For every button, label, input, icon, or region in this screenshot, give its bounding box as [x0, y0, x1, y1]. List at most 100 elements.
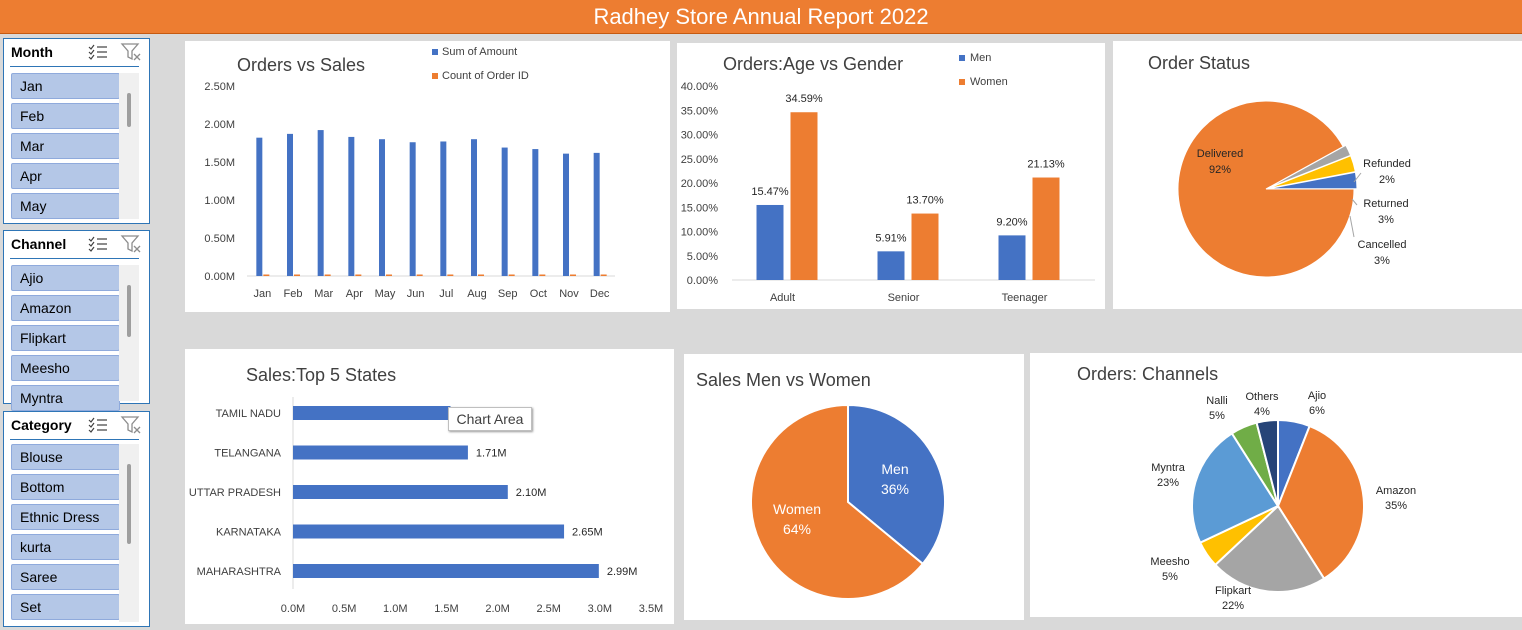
sales-bar — [471, 139, 477, 276]
slicer-item[interactable]: Mar — [11, 133, 120, 159]
check-mark — [88, 417, 95, 423]
check-mark — [88, 49, 95, 55]
x-tick-label: Jun — [407, 288, 425, 300]
x-tick-label: 0.5M — [332, 603, 356, 615]
slicer-item[interactable]: Meesho — [11, 355, 120, 381]
y-tick-label: 10.00% — [681, 227, 719, 239]
slice-label: Cancelled — [1358, 239, 1407, 251]
slicer-item[interactable]: Ethnic Dress — [11, 504, 120, 530]
state-bar — [293, 564, 599, 578]
slice-percent: 35% — [1385, 500, 1407, 512]
leader-line — [1351, 198, 1358, 206]
slicer-item[interactable]: Feb — [11, 103, 120, 129]
slicer-title: Category — [11, 417, 72, 433]
sales-bar — [563, 153, 569, 276]
clear-filter-icon[interactable] — [120, 42, 142, 62]
women-bar — [790, 112, 818, 281]
slice-label: Amazon — [1376, 485, 1416, 497]
slice-percent: 6% — [1309, 405, 1325, 417]
multi-select-icon[interactable] — [88, 235, 108, 253]
x-stroke — [133, 53, 141, 61]
month-slicer: Month Jan Feb Mar Apr May — [3, 38, 150, 224]
slice-label: Women — [773, 501, 821, 517]
slicer-item[interactable]: Ajio — [11, 265, 120, 291]
slicer-item[interactable]: Flipkart — [11, 325, 120, 351]
chart-area-tooltip: Chart Area — [448, 407, 532, 431]
x-stroke — [133, 245, 141, 253]
orders-bar — [508, 274, 515, 276]
slice-label: Returned — [1363, 198, 1408, 210]
x-tick-label: 2.5M — [536, 603, 560, 615]
slicer-scrollbar[interactable] — [119, 265, 139, 401]
scrollbar-thumb — [127, 93, 131, 127]
sales-gender-panel[interactable]: Sales Men vs Women Men 36% Women 64% — [684, 354, 1024, 620]
multi-select-icon[interactable] — [88, 43, 108, 61]
slice-label: Refunded — [1363, 158, 1411, 170]
pie-slice-cancelled — [1268, 171, 1358, 190]
category-label: KARNATAKA — [216, 527, 282, 539]
order-status-panel[interactable]: Order Status Delivered 92% Refunded 2% Return… — [1113, 41, 1522, 309]
x-stroke — [133, 426, 141, 434]
x-tick-label: Sep — [498, 288, 518, 300]
slice-percent: 3% — [1378, 214, 1394, 226]
slicer-item[interactable]: Jan — [11, 73, 120, 99]
data-label: 5.91% — [875, 232, 906, 244]
x-tick-label: 3.0M — [588, 603, 612, 615]
slicer-scrollbar[interactable] — [119, 444, 139, 622]
check-mark — [88, 422, 95, 428]
orders-vs-sales-panel[interactable]: Orders vs Sales Sum of Amount Count of Ord… — [185, 41, 670, 312]
data-label: 2.10M — [516, 487, 547, 499]
data-label: 13.70% — [906, 195, 944, 207]
scrollbar-thumb — [127, 285, 131, 337]
y-tick-label: 40.00% — [681, 81, 719, 93]
data-label: 9.20% — [996, 216, 1027, 228]
channels-panel[interactable]: Orders: Channels Ajio 6% Amazon 35% Flipkart 2… — [1030, 353, 1522, 617]
sales-bar — [440, 141, 447, 276]
slicer-item[interactable]: Bottom — [11, 474, 120, 500]
check-mark — [88, 427, 95, 433]
y-tick-label: 0.00% — [687, 275, 718, 287]
x-tick-label: Mar — [314, 288, 333, 300]
age-gender-panel[interactable]: Orders:Age vs Gender Men Women 0.00% 5.00% 10… — [677, 43, 1105, 309]
category-label: TELANGANA — [214, 448, 281, 460]
slicer-divider — [10, 439, 139, 440]
slicer-header: Channel — [4, 231, 149, 257]
legend-label: Sum of Amount — [442, 46, 517, 58]
x-tick-label: 1.0M — [383, 603, 407, 615]
state-bar — [293, 485, 508, 499]
slicer-divider — [10, 66, 139, 67]
sales-bar — [409, 142, 416, 276]
top-states-panel[interactable]: Sales:Top 5 States TAMIL NADU TELANGANA 1.7… — [185, 349, 674, 624]
slice-percent: 3% — [1374, 255, 1390, 267]
y-tick-label: 20.00% — [681, 178, 719, 190]
pie-slice-amazon — [1276, 424, 1365, 580]
multi-select-icon[interactable] — [88, 416, 108, 434]
pie-slice-flipkart — [1213, 504, 1326, 593]
clear-filter-icon[interactable] — [120, 234, 142, 254]
slicer-item[interactable]: May — [11, 193, 120, 219]
slicer-item[interactable]: Blouse — [11, 444, 120, 470]
slice-label: Men — [881, 461, 908, 477]
slicer-item[interactable]: kurta — [11, 534, 120, 560]
slicer-item[interactable]: Myntra — [11, 385, 120, 411]
x-tick-label: May — [375, 288, 396, 300]
funnel-shape — [120, 416, 140, 434]
slicer-item[interactable]: Amazon — [11, 295, 120, 321]
slicer-scrollbar[interactable] — [119, 73, 139, 219]
y-tick-label: 2.50M — [204, 81, 235, 93]
women-bar — [911, 213, 939, 280]
slicer-header: Category — [4, 412, 149, 438]
check-mark — [88, 44, 95, 50]
slicer-item[interactable]: Apr — [11, 163, 120, 189]
slice-percent: 5% — [1162, 571, 1178, 583]
pie-slice-returned — [1268, 155, 1356, 189]
slicer-item[interactable]: Set — [11, 594, 120, 620]
orders-bar — [600, 274, 607, 276]
data-label: 2.99M — [607, 566, 638, 578]
clear-filter-icon[interactable] — [120, 415, 142, 435]
slicer-title: Channel — [11, 236, 67, 252]
slicer-item[interactable]: Saree — [11, 564, 120, 590]
orders-bar — [355, 274, 362, 276]
state-bar — [293, 445, 468, 460]
y-tick-label: 5.00% — [687, 251, 718, 263]
